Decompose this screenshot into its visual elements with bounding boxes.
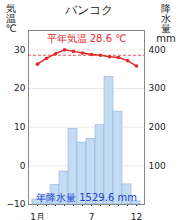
svg-text:平年気温 28.6 ℃: 平年気温 28.6 ℃ bbox=[47, 33, 127, 44]
svg-text:300: 300 bbox=[149, 83, 166, 93]
svg-text:30: 30 bbox=[14, 45, 26, 55]
html-text:水: 水 bbox=[161, 13, 171, 24]
svg-text:年降水量 1529.6 mm: 年降水量 1529.6 mm bbox=[36, 192, 137, 203]
svg-text:400: 400 bbox=[149, 45, 166, 55]
svg-text:0: 0 bbox=[20, 161, 26, 171]
html-text:気: 気 bbox=[6, 3, 16, 14]
html-text:降: 降 bbox=[161, 3, 171, 14]
svg-text:20: 20 bbox=[14, 83, 26, 93]
html-text:温: 温 bbox=[6, 13, 16, 24]
svg-text:200: 200 bbox=[149, 122, 166, 132]
html-text:mm: mm bbox=[156, 33, 176, 44]
html-text:バンコク: バンコク bbox=[65, 3, 113, 17]
svg-text:10: 10 bbox=[14, 122, 26, 132]
svg-text:1月: 1月 bbox=[30, 212, 45, 220]
svg-text:−10: −10 bbox=[7, 199, 26, 209]
svg-text:100: 100 bbox=[149, 161, 166, 171]
svg-text:12: 12 bbox=[131, 212, 142, 220]
html-text:量: 量 bbox=[161, 23, 171, 34]
svg-text:7: 7 bbox=[89, 212, 95, 220]
